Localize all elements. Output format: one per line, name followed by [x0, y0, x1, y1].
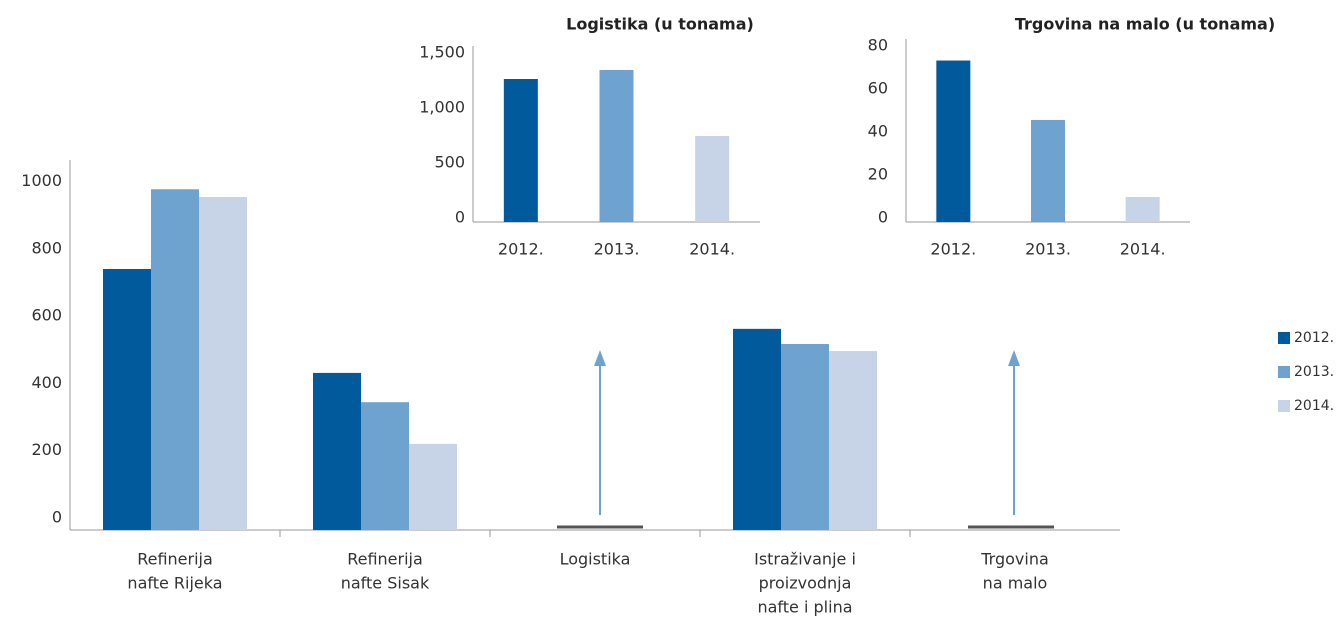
bar	[1031, 119, 1065, 222]
x-tick-label: nafte Rijeka	[127, 574, 222, 593]
x-tick-label: Refinerija	[347, 550, 423, 569]
legend-label: 2013.	[1294, 364, 1334, 380]
legend-swatch	[1278, 332, 1290, 344]
x-tick-label: 2012.	[930, 240, 976, 259]
bar	[313, 372, 361, 530]
bar	[409, 443, 457, 530]
bar	[361, 402, 409, 530]
bar	[103, 268, 151, 530]
y-tick-label: 1000	[21, 171, 62, 190]
y-tick-label: 60	[868, 78, 888, 97]
x-tick-label: Refinerija	[137, 550, 213, 569]
chart-title: Trgovina na malo (u tonama)	[1015, 15, 1275, 34]
y-tick-label: 400	[31, 373, 62, 392]
chart-title: Logistika (u tonama)	[566, 15, 754, 34]
bar	[599, 69, 634, 222]
x-tick-label: na malo	[983, 574, 1048, 593]
bar	[199, 197, 247, 530]
y-tick-label: 800	[31, 238, 62, 257]
x-tick-label: 2014.	[1120, 240, 1166, 259]
x-tick-label: Trgovina	[980, 550, 1049, 569]
y-tick-label: 20	[868, 164, 888, 183]
arrow-head	[1008, 350, 1020, 366]
x-tick-label: Logistika	[560, 550, 631, 569]
x-tick-label: proizvodnja	[759, 574, 852, 593]
bar	[936, 60, 971, 222]
x-tick-label: 2014.	[689, 240, 735, 259]
x-tick-label: Istraživanje i	[754, 550, 856, 569]
y-tick-label: 0	[878, 208, 888, 227]
arrow-head	[594, 350, 606, 366]
legend-label: 2014.	[1294, 398, 1334, 414]
y-tick-label: 1,500	[419, 43, 465, 62]
bar	[829, 351, 877, 530]
y-tick-label: 0	[52, 508, 62, 527]
y-tick-label: 600	[31, 306, 62, 325]
x-tick-label: 2012.	[498, 240, 544, 259]
y-tick-label: 200	[31, 440, 62, 459]
y-tick-label: 80	[868, 35, 888, 54]
bar	[695, 135, 730, 222]
bar	[503, 79, 538, 222]
y-tick-label: 1,000	[419, 98, 465, 117]
y-tick-label: 0	[455, 208, 465, 227]
x-tick-label: nafte Sisak	[341, 574, 430, 593]
x-tick-label: 2013.	[594, 240, 640, 259]
legend-label: 2012.	[1294, 330, 1334, 346]
x-tick-label: 2013.	[1025, 240, 1071, 259]
legend-swatch	[1278, 366, 1290, 378]
bar	[733, 328, 781, 530]
y-tick-label: 40	[868, 121, 888, 140]
bar	[781, 343, 829, 530]
x-tick-label: nafte i plina	[757, 598, 852, 617]
bar	[1125, 197, 1160, 222]
bar	[151, 189, 199, 530]
y-tick-label: 500	[434, 153, 465, 172]
legend-swatch	[1278, 400, 1290, 412]
